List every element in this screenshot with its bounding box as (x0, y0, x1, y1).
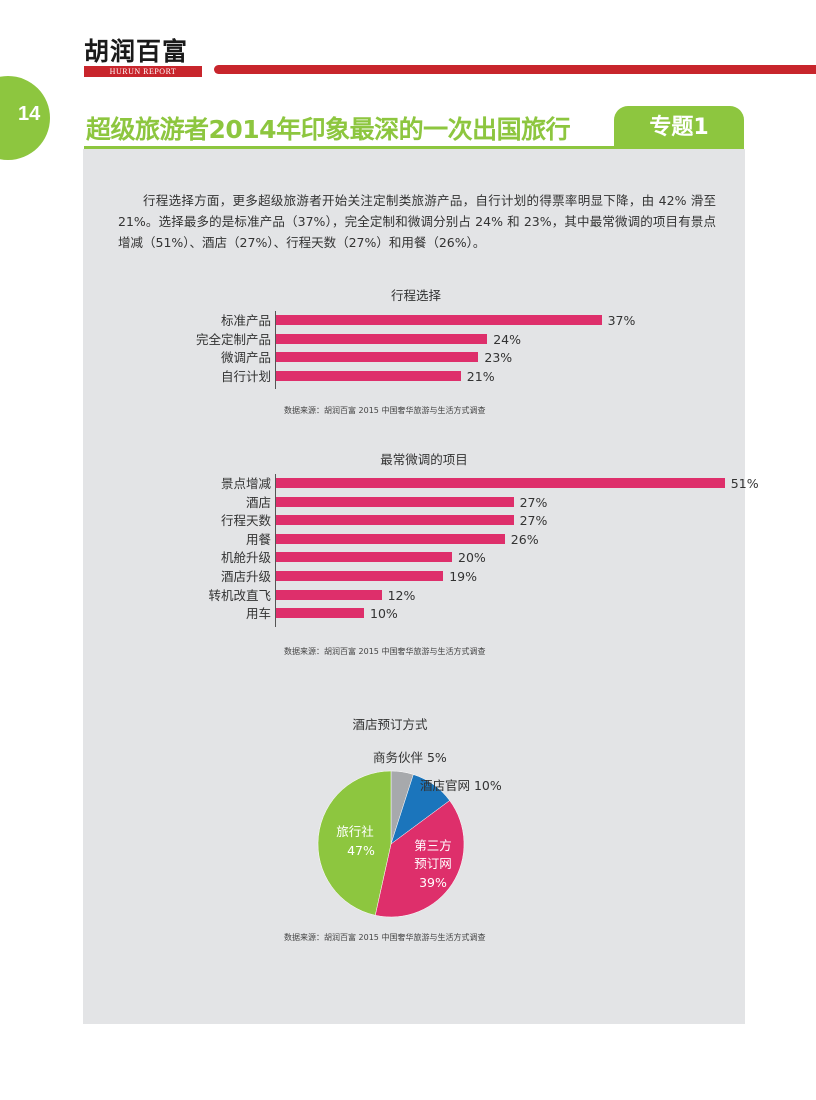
chart1-value-label: 21% (466, 368, 495, 384)
intro-paragraph: 行程选择方面，更多超级旅游者开始关注定制类旅游产品，自行计划的得票率明显下降，由… (118, 193, 716, 250)
chart2-bar (276, 571, 444, 581)
chart2-bar (276, 496, 514, 507)
chart1-row: 微调产品 23% (83, 348, 583, 367)
chart2-bar (276, 478, 725, 488)
chart2-row: 用餐 26% (83, 530, 583, 549)
chart2-category-label: 景点增减 (220, 476, 271, 491)
chart2-source: 数据来源：胡润百富 2015 中国奢华旅游与生活方式调查 (284, 647, 486, 656)
chart2-category-label: 用车 (245, 606, 271, 622)
title-green-rule (84, 146, 744, 149)
chart3-title: 酒店预订方式 (352, 717, 428, 732)
chart2-axis (275, 474, 276, 627)
chart2-category-label: 机舱升级 (220, 550, 271, 566)
chart1-category-label: 标准产品 (220, 313, 271, 328)
chart2-bar (276, 515, 514, 526)
page-number: 14 (18, 103, 41, 125)
chart2-bar (276, 608, 364, 619)
logo-chinese: 胡润百富 (84, 37, 189, 66)
chart1-category-label: 自行计划 (220, 368, 271, 384)
header-red-rule (214, 65, 816, 74)
chart2-row: 景点增减 51% (83, 474, 759, 493)
chart2-value-label: 19% (449, 569, 477, 584)
chart1-category-label: 微调产品 (220, 350, 271, 366)
chart2-category-label: 转机改直飞 (208, 587, 271, 603)
chart2-row: 酒店升级 19% (83, 567, 583, 586)
chart1-category-label: 完全定制产品 (195, 331, 271, 347)
chart1-value-label: 37% (607, 313, 636, 328)
chart2-value-label: 10% (370, 606, 398, 622)
page-title: 超级旅游者2014年印象最深的一次出国旅行 (86, 115, 571, 144)
chart1-bar (276, 370, 461, 381)
chart2-bar (276, 589, 382, 600)
chart1-row: 自行计划 21% (83, 367, 583, 386)
chart2-value-label: 26% (510, 531, 539, 547)
chart2-value-label: 20% (458, 550, 486, 566)
chart1-value-label: 23% (484, 350, 513, 366)
chart2-bar (276, 552, 452, 563)
chart1-axis (275, 311, 276, 390)
chart2-value-label: 27% (519, 494, 548, 510)
chart2-value-label: 12% (387, 587, 416, 603)
section-tag: 专题1 (614, 106, 744, 148)
chart2-row: 用车 10% (83, 604, 583, 623)
chart1-bar (276, 352, 479, 363)
chart1-value-label: 24% (493, 331, 521, 347)
chart2-category-label: 用餐 (245, 531, 271, 547)
chart2-value-label: 51% (730, 476, 759, 491)
chart1-source: 数据来源：胡润百富 2015 中国奢华旅游与生活方式调查 (284, 406, 486, 415)
chart1-title: 行程选择 (390, 288, 441, 303)
chart2-title: 最常微调的项目 (380, 452, 468, 467)
chart2-bar (276, 533, 505, 544)
hurun-logo: 胡润百富 HURUN REPORT (84, 38, 202, 77)
chart2-category-label: 行程天数 (220, 513, 271, 529)
chart3-source: 数据来源：胡润百富 2015 中国奢华旅游与生活方式调查 (284, 933, 486, 942)
chart2-category-label: 酒店 (245, 494, 271, 510)
chart2-row: 转机改直飞 12% (83, 586, 583, 605)
chart1-bar (276, 333, 488, 344)
chart2-row: 酒店 27% (83, 493, 583, 512)
chart1-bar (276, 315, 602, 325)
chart2-row: 机舱升级 20% (83, 548, 583, 567)
chart1-row: 完全定制产品 24% (83, 330, 583, 349)
logo-english: HURUN REPORT (84, 66, 202, 77)
chart1-row: 标准产品 37% (83, 311, 635, 330)
page-number-badge: 14 (0, 76, 50, 160)
chart2-category-label: 酒店升级 (220, 569, 271, 584)
chart2-row: 行程天数 27% (83, 511, 583, 530)
chart2-value-label: 27% (519, 513, 548, 529)
